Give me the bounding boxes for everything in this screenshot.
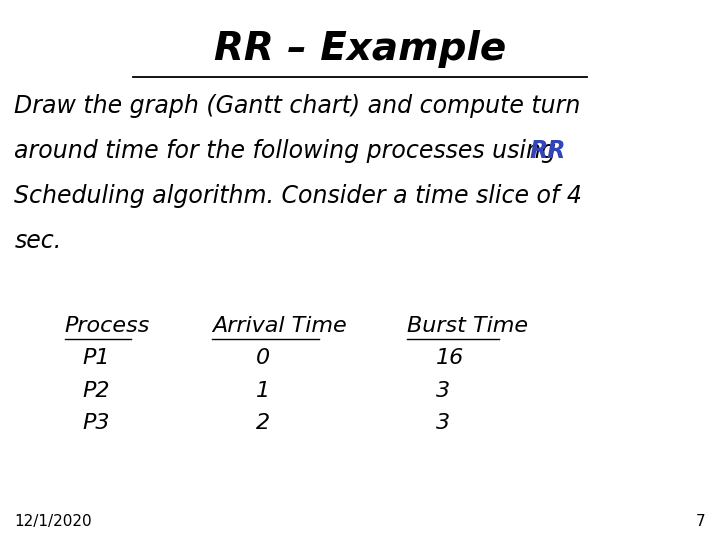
Text: 12/1/2020: 12/1/2020 — [14, 514, 92, 529]
Text: sec.: sec. — [14, 229, 62, 253]
Text: 16: 16 — [436, 348, 464, 368]
Text: P2: P2 — [83, 381, 110, 401]
Text: 1: 1 — [256, 381, 270, 401]
Text: 7: 7 — [696, 514, 706, 529]
Text: P3: P3 — [83, 413, 110, 433]
Text: 3: 3 — [436, 381, 450, 401]
Text: Draw the graph (Gantt chart) and compute turn: Draw the graph (Gantt chart) and compute… — [14, 94, 581, 118]
Text: around time for the following processes using: around time for the following processes … — [14, 139, 564, 163]
Text: Process: Process — [65, 316, 150, 336]
Text: Scheduling algorithm. Consider a time slice of 4: Scheduling algorithm. Consider a time sl… — [14, 184, 582, 208]
Text: 3: 3 — [436, 413, 450, 433]
Text: P1: P1 — [83, 348, 110, 368]
Text: Burst Time: Burst Time — [407, 316, 528, 336]
Text: Arrival Time: Arrival Time — [212, 316, 347, 336]
Text: RR – Example: RR – Example — [214, 30, 506, 68]
Text: RR: RR — [529, 139, 566, 163]
Text: 0: 0 — [256, 348, 270, 368]
Text: 2: 2 — [256, 413, 270, 433]
